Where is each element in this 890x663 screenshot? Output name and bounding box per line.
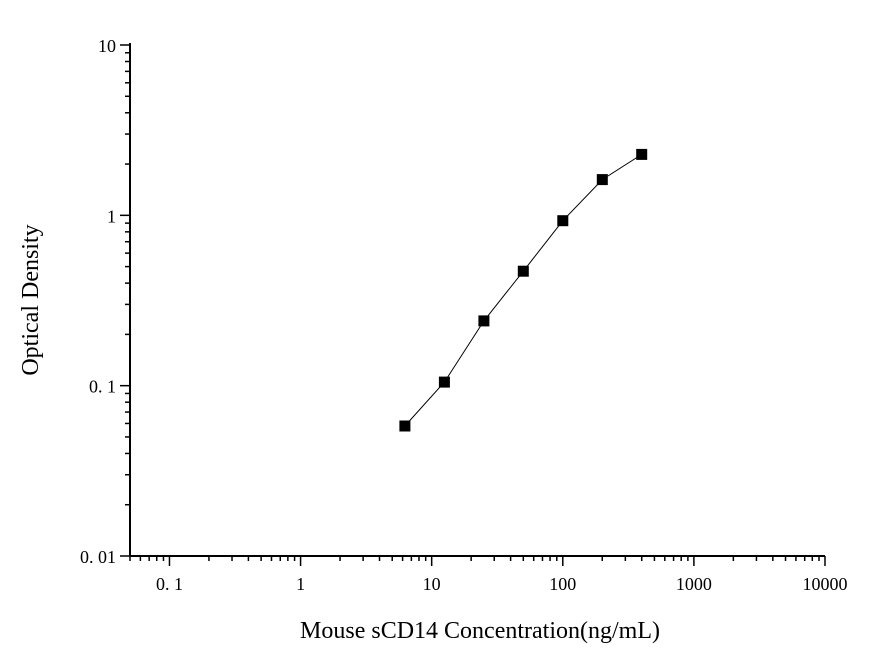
x-axis-label: Mouse sCD14 Concentration(ng/mL): [300, 618, 660, 644]
series-layer: [399, 148, 648, 432]
data-point: [478, 315, 490, 327]
data-point: [596, 174, 608, 186]
x-tick-label: 1: [296, 574, 305, 594]
x-tick-label: 1000: [676, 574, 712, 594]
data-point: [557, 215, 569, 227]
y-tick-label: 0. 1: [89, 377, 116, 397]
y-tick-label: 1: [107, 206, 116, 226]
data-point: [399, 420, 411, 432]
x-tick-label: 0. 1: [156, 574, 183, 594]
x-tick-label: 10000: [803, 574, 848, 594]
data-point: [636, 148, 648, 160]
x-tick-label: 10: [423, 574, 441, 594]
data-point: [438, 376, 450, 388]
y-tick-label: 10: [98, 36, 116, 56]
y-tick-label: 0. 01: [80, 547, 116, 567]
y-axis-label: Optical Density: [18, 224, 44, 375]
axes: 0. 1 1 10 100 1000 10000 0. 01 0. 1 1 10: [80, 36, 848, 594]
x-tick-label: 100: [549, 574, 576, 594]
data-point: [517, 265, 529, 277]
